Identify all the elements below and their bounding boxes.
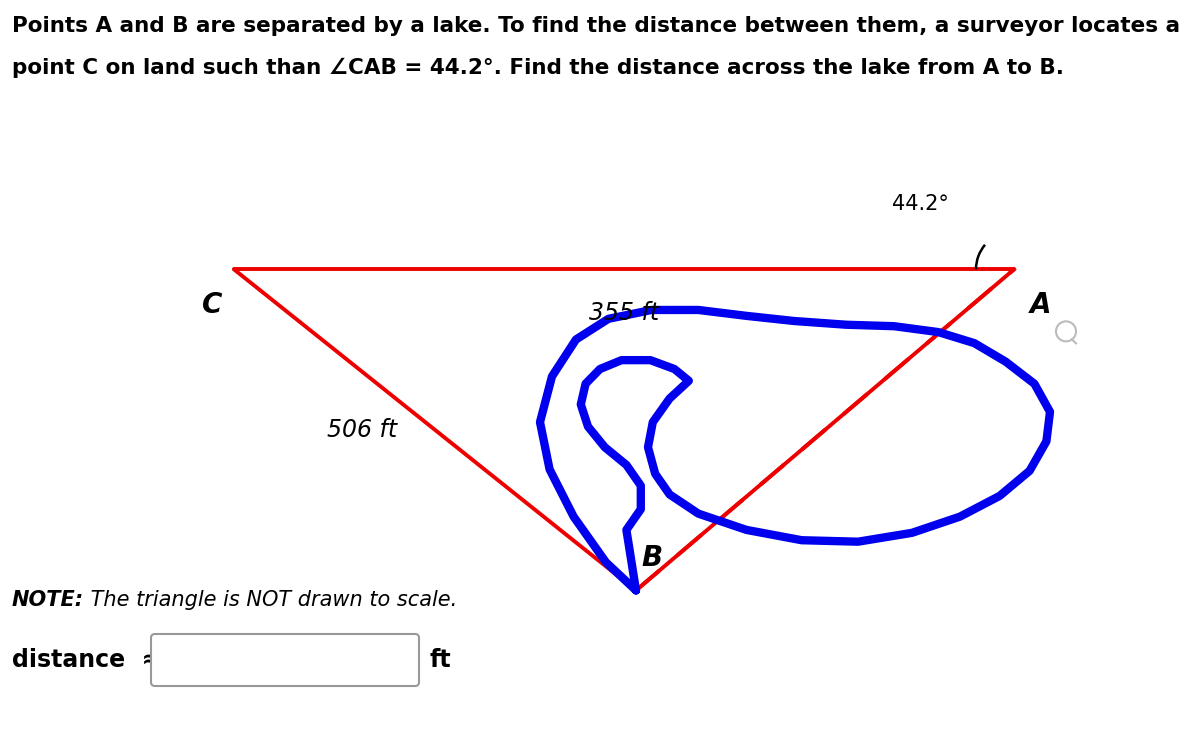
Text: 506 ft: 506 ft [326,418,397,442]
Text: Points A and B are separated by a lake. To find the distance between them, a sur: Points A and B are separated by a lake. … [12,16,1180,36]
Text: point C on land such than ∠CAB = 44.2°. Find the distance across the lake from A: point C on land such than ∠CAB = 44.2°. … [12,58,1064,78]
Text: ft: ft [430,648,451,672]
Text: The triangle is NOT drawn to scale.: The triangle is NOT drawn to scale. [84,590,457,610]
Text: NOTE:: NOTE: [12,590,84,610]
Text: C: C [202,292,222,320]
Text: A: A [1030,292,1051,320]
FancyBboxPatch shape [151,634,419,686]
Text: 44.2°: 44.2° [892,194,949,214]
Text: 355 ft: 355 ft [589,301,659,325]
Text: B: B [641,545,662,573]
Text: distance  ≈: distance ≈ [12,648,161,672]
